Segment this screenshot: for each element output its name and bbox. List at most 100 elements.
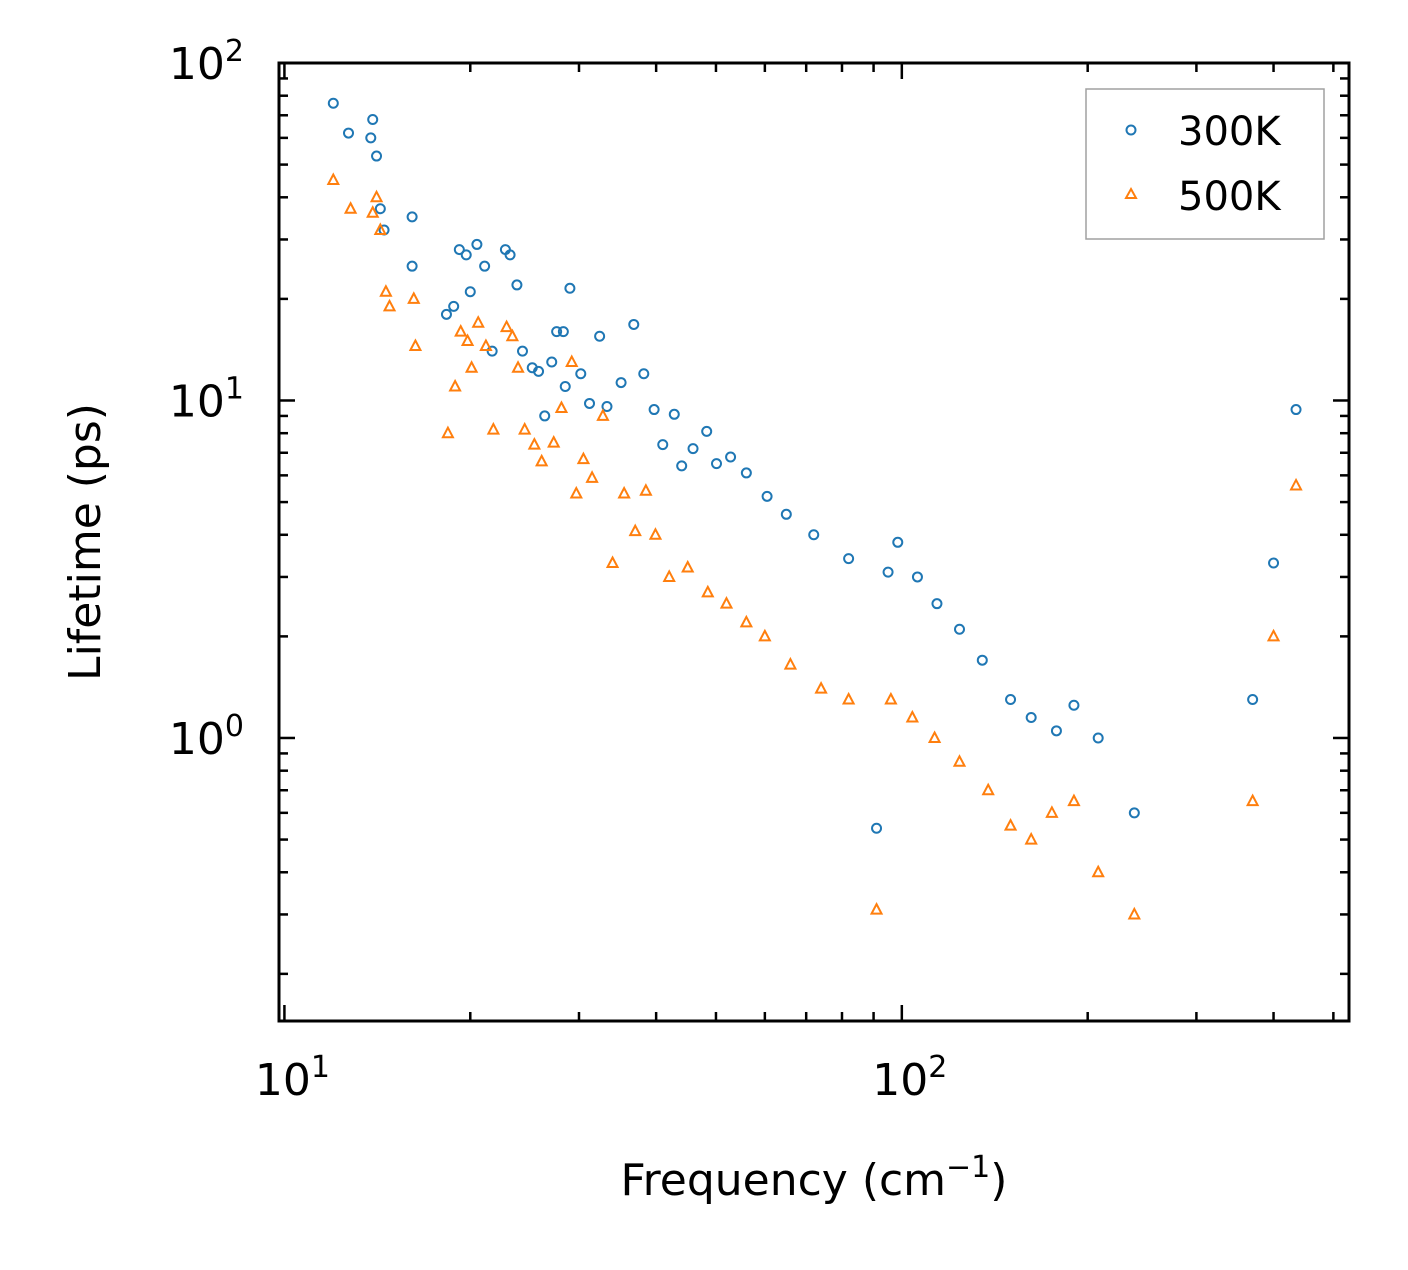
data-point bbox=[505, 328, 520, 342]
data-point bbox=[440, 308, 452, 320]
data-point bbox=[382, 298, 397, 312]
data-point bbox=[701, 425, 713, 437]
data-point bbox=[499, 319, 514, 333]
data-point bbox=[628, 523, 642, 537]
data-point bbox=[379, 284, 393, 297]
data-point bbox=[369, 189, 384, 203]
data-point bbox=[1290, 404, 1302, 416]
data-point bbox=[761, 490, 773, 502]
data-point bbox=[740, 467, 752, 479]
data-point bbox=[927, 730, 942, 743]
data-point bbox=[976, 654, 988, 666]
data-point bbox=[1127, 906, 1141, 920]
data-point bbox=[676, 460, 688, 472]
data-point bbox=[565, 354, 579, 368]
data-point bbox=[448, 378, 462, 392]
data-point bbox=[701, 584, 715, 598]
data-point bbox=[1068, 699, 1080, 711]
data-point bbox=[1266, 628, 1281, 642]
data-point bbox=[326, 172, 340, 186]
data-point bbox=[1025, 711, 1037, 723]
data-point bbox=[892, 536, 904, 548]
legend-label-500k: 500K bbox=[1178, 174, 1282, 220]
data-point bbox=[711, 458, 723, 470]
data-point bbox=[471, 315, 485, 328]
data-point bbox=[406, 211, 418, 223]
data-point bbox=[569, 485, 583, 499]
data-point bbox=[841, 691, 856, 705]
data-point bbox=[460, 249, 472, 261]
data-point bbox=[1128, 807, 1140, 819]
x-axis-label: Frequency (cm−1) bbox=[621, 1150, 1008, 1206]
data-point bbox=[408, 338, 423, 352]
legend-frame bbox=[1085, 88, 1325, 240]
data-point bbox=[657, 439, 669, 451]
data-point bbox=[601, 400, 613, 412]
data-point bbox=[1067, 793, 1081, 807]
data-point bbox=[605, 555, 620, 568]
legend-marker-500k bbox=[1124, 186, 1138, 199]
data-point bbox=[575, 368, 587, 380]
data-point bbox=[518, 421, 532, 435]
data-point bbox=[366, 205, 380, 218]
data-point bbox=[725, 451, 737, 463]
data-points-layer bbox=[326, 97, 1303, 920]
series-300k bbox=[327, 97, 1302, 834]
data-point bbox=[343, 201, 358, 214]
data-point bbox=[981, 782, 995, 796]
data-point bbox=[584, 397, 596, 409]
data-point bbox=[1092, 732, 1104, 744]
data-point bbox=[371, 150, 383, 162]
data-point bbox=[1024, 831, 1038, 845]
data-point bbox=[1247, 694, 1259, 706]
data-point bbox=[668, 408, 680, 420]
axis-ticks bbox=[279, 61, 1349, 1021]
x-tick-label: 102 bbox=[872, 1050, 947, 1106]
legend: 300K 500K bbox=[1085, 88, 1325, 240]
data-point bbox=[1245, 793, 1260, 807]
data-point bbox=[486, 345, 498, 357]
legend-marker-300k bbox=[1125, 124, 1137, 136]
data-point bbox=[1289, 477, 1303, 491]
data-point bbox=[327, 97, 339, 109]
data-point bbox=[554, 400, 569, 414]
data-point bbox=[814, 681, 828, 694]
data-point bbox=[596, 408, 610, 421]
data-point bbox=[504, 249, 516, 261]
y-tick-label: 100 bbox=[169, 709, 244, 765]
data-point bbox=[1003, 817, 1018, 831]
data-point bbox=[460, 333, 475, 347]
data-point bbox=[615, 377, 627, 389]
data-point bbox=[662, 569, 676, 582]
data-point bbox=[454, 323, 468, 337]
data-point bbox=[511, 360, 525, 373]
data-point bbox=[648, 527, 663, 540]
plot-frame bbox=[277, 61, 1351, 1023]
data-point bbox=[1268, 557, 1280, 569]
data-point bbox=[547, 435, 561, 448]
data-point bbox=[617, 485, 631, 499]
data-point bbox=[585, 470, 599, 483]
data-point bbox=[546, 356, 558, 368]
data-point bbox=[453, 244, 465, 256]
data-point bbox=[406, 260, 418, 272]
data-point bbox=[905, 709, 919, 723]
y-axis-label: Lifetime (ps) bbox=[60, 403, 111, 681]
data-point bbox=[638, 368, 650, 380]
data-point bbox=[1091, 864, 1105, 878]
data-point bbox=[539, 410, 551, 422]
data-point bbox=[780, 508, 792, 520]
data-point bbox=[564, 282, 576, 294]
data-point bbox=[533, 365, 545, 377]
data-point bbox=[559, 381, 571, 393]
data-point bbox=[576, 451, 591, 465]
data-point bbox=[534, 453, 549, 467]
y-tick-label: 101 bbox=[169, 371, 244, 427]
data-point bbox=[511, 279, 523, 291]
data-point bbox=[479, 338, 493, 352]
data-point bbox=[407, 291, 421, 304]
y-tick-label: 102 bbox=[169, 34, 244, 90]
data-point bbox=[681, 559, 695, 573]
data-point bbox=[739, 614, 754, 628]
